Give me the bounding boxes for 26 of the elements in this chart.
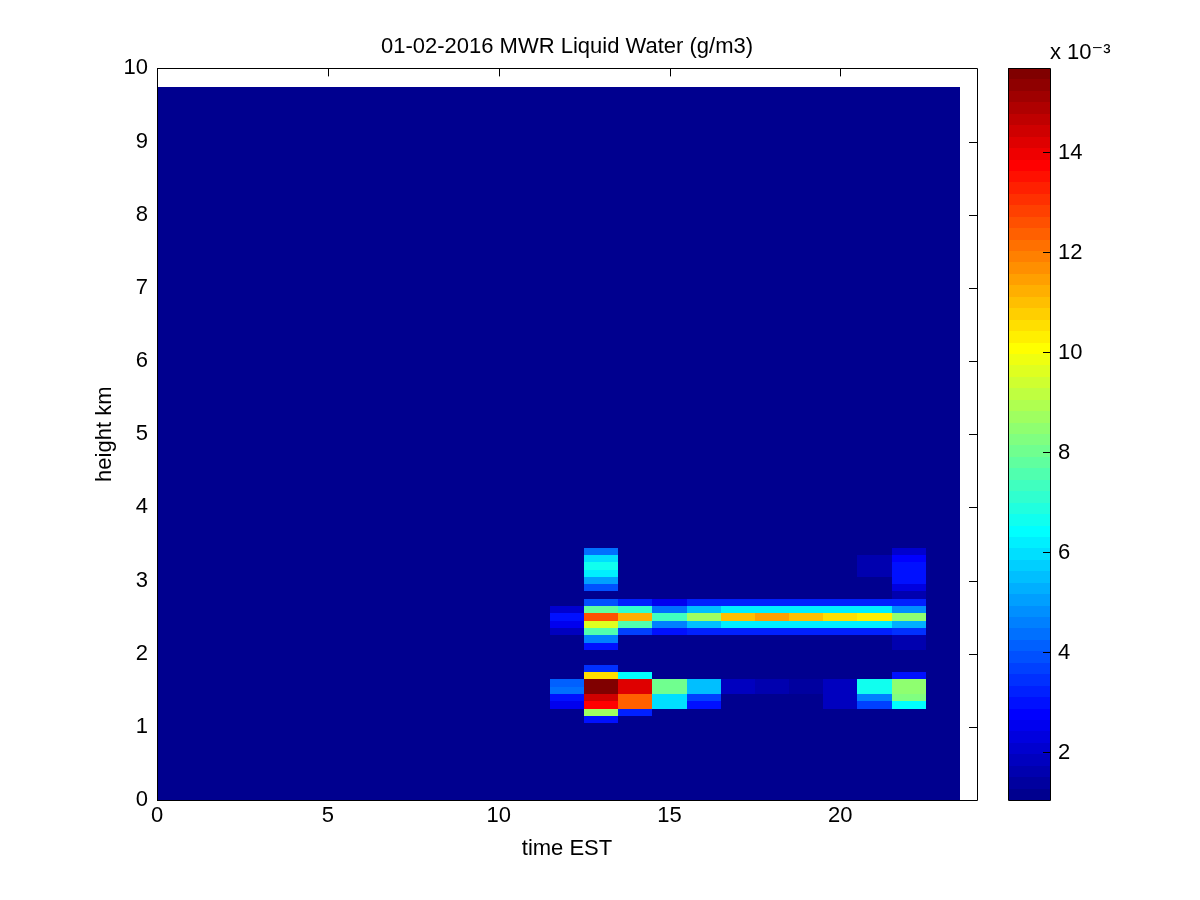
color-bar-title: x 10⁻³ [1050,39,1111,64]
x-tick-label: 5 [321,802,334,828]
y-tick-label: 0 [135,786,148,812]
y-tick-label: 6 [135,347,148,373]
y-tick-label: 5 [135,420,148,446]
color-bar-label: 10 [1058,338,1083,364]
color-bar-label: 14 [1058,138,1083,164]
color-bar-label: 6 [1058,538,1071,564]
chart-title: 01-02-2016 MWR Liquid Water (g/m3) [380,33,754,59]
y-tick-label: 7 [135,273,148,299]
y-tick-label: 1 [135,712,148,738]
y-tick-label: 3 [135,566,148,592]
color-bar-label: 12 [1058,238,1083,264]
y-axis-title: height km [91,386,117,482]
x-tick-label: 10 [486,802,511,828]
y-tick-label: 2 [135,639,148,665]
color-bar-label: 4 [1058,638,1071,664]
x-tick-label: 20 [828,802,853,828]
color-bar-label: 8 [1058,438,1071,464]
color-bar-label: 2 [1058,738,1071,764]
y-tick-label: 8 [135,200,148,226]
x-axis-title: time EST [521,834,613,860]
y-tick-label: 10 [123,54,148,80]
x-tick-label: 15 [657,802,682,828]
y-tick-label: 4 [135,493,148,519]
y-tick-label: 9 [135,127,148,153]
